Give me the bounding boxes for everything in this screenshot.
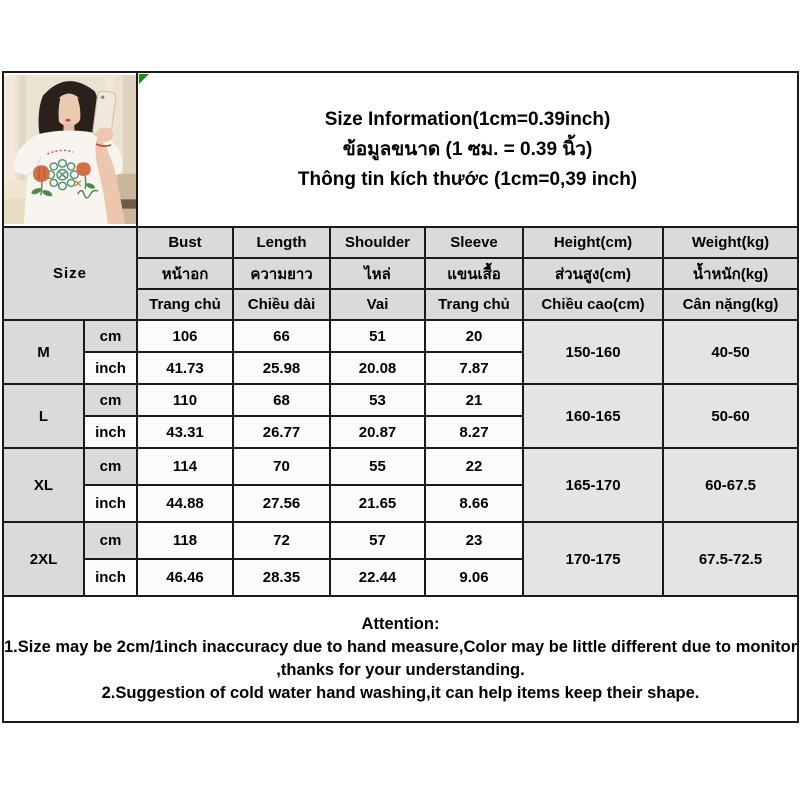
title-vietnamese: Thông tin kích thước (1cm=0,39 inch) <box>297 169 638 190</box>
cell-xl-inch-bust: 44.88 <box>136 484 235 523</box>
attention-line-2: ,thanks for your understanding. <box>276 661 525 679</box>
cell-m-inch-bust: 41.73 <box>136 351 235 385</box>
col-length-en: Length <box>232 226 332 259</box>
cell-xl-cm-shoulder: 55 <box>329 447 427 486</box>
size-m-label: M <box>2 319 85 385</box>
cell-2xl-height: 170-175 <box>522 521 665 597</box>
cell-l-cm-length: 68 <box>232 383 332 417</box>
cell-xl-inch-length: 27.56 <box>232 484 332 523</box>
white-tshirt <box>14 130 123 224</box>
col-height-th: ส่วนสูง(cm) <box>522 257 665 290</box>
col-length-th: ความยาว <box>232 257 332 290</box>
cell-m-cm-shoulder: 51 <box>329 319 427 353</box>
cell-2xl-cm-length: 72 <box>232 521 332 560</box>
cell-m-weight: 40-50 <box>662 319 800 385</box>
cell-l-cm-sleeve: 21 <box>424 383 525 417</box>
cell-m-inch-sleeve: 7.87 <box>424 351 525 385</box>
cell-2xl-inch-length: 28.35 <box>232 558 332 597</box>
title-cell: Size Information(1cm=0.39inch) ข้อมูลขนา… <box>136 71 800 228</box>
cell-l-weight: 50-60 <box>662 383 800 449</box>
col-height-en: Height(cm) <box>522 226 665 259</box>
cell-l-height: 160-165 <box>522 383 665 449</box>
cell-xl-cm-bust: 114 <box>136 447 235 486</box>
col-bust-vi: Trang chủ <box>136 288 235 321</box>
title-english: Size Information(1cm=0.39inch) <box>324 109 611 130</box>
cell-l-inch-shoulder: 20.87 <box>329 415 427 449</box>
cell-note-marker-icon <box>139 74 150 84</box>
cell-xl-height: 165-170 <box>522 447 665 523</box>
cell-xl-cm-length: 70 <box>232 447 332 486</box>
attention-line-1: 1.Size may be 2cm/1inch inaccuracy due t… <box>4 638 798 656</box>
size-table: Size Information(1cm=0.39inch) ข้อมูลขนา… <box>1 71 800 723</box>
attention-title: Attention: <box>361 615 440 633</box>
unit-cm-2xl: cm <box>82 521 139 560</box>
unit-inch-2xl: inch <box>82 558 139 597</box>
unit-inch-m: inch <box>82 351 139 385</box>
red-bracelet <box>95 143 112 147</box>
title-thai: ข้อมูลขนาด (1 ซม. = 0.39 นิ้ว) <box>342 139 593 160</box>
col-weight-vi: Cân nặng(kg) <box>662 288 800 321</box>
cell-m-cm-length: 66 <box>232 319 332 353</box>
unit-inch-xl: inch <box>82 484 139 523</box>
col-shoulder-vi: Vai <box>329 288 427 321</box>
cell-m-inch-shoulder: 20.08 <box>329 351 427 385</box>
cell-xl-inch-sleeve: 8.66 <box>424 484 525 523</box>
cell-xl-weight: 60-67.5 <box>662 447 800 523</box>
cell-m-inch-length: 25.98 <box>232 351 332 385</box>
cell-xl-cm-sleeve: 22 <box>424 447 525 486</box>
attention-line-3: 2.Suggestion of cold water hand washing,… <box>101 684 700 702</box>
cell-2xl-inch-bust: 46.46 <box>136 558 235 597</box>
hand <box>95 127 114 142</box>
tshirt-flower-print <box>31 149 99 199</box>
size-xl-label: XL <box>2 447 85 523</box>
col-bust-th: หน้าอก <box>136 257 235 290</box>
cell-m-height: 150-160 <box>522 319 665 385</box>
cell-2xl-weight: 67.5-72.5 <box>662 521 800 597</box>
unit-inch-l: inch <box>82 415 139 449</box>
col-weight-en: Weight(kg) <box>662 226 800 259</box>
attention-note: Attention: 1.Size may be 2cm/1inch inacc… <box>1 595 800 723</box>
cell-l-inch-length: 26.77 <box>232 415 332 449</box>
col-sleeve-th: แขนเสื้อ <box>424 257 525 290</box>
cell-2xl-cm-sleeve: 23 <box>424 521 525 560</box>
cell-2xl-cm-bust: 118 <box>136 521 235 560</box>
col-shoulder-th: ไหล่ <box>329 257 427 290</box>
size-l-label: L <box>2 383 85 449</box>
col-sleeve-vi: Trang chủ <box>424 288 525 321</box>
cell-2xl-inch-sleeve: 9.06 <box>424 558 525 597</box>
cell-l-cm-bust: 110 <box>136 383 235 417</box>
col-height-vi: Chiều cao(cm) <box>522 288 665 321</box>
cell-l-inch-sleeve: 8.27 <box>424 415 525 449</box>
cell-xl-inch-shoulder: 21.65 <box>329 484 427 523</box>
col-weight-th: น้ำหนัก(kg) <box>662 257 800 290</box>
cell-l-cm-shoulder: 53 <box>329 383 427 417</box>
size-corner-cell: Size <box>1 226 139 321</box>
cell-2xl-cm-shoulder: 57 <box>329 521 427 560</box>
unit-cm-xl: cm <box>82 447 139 486</box>
model-selfie-photo <box>5 75 136 224</box>
col-length-vi: Chiều dài <box>232 288 332 321</box>
cell-l-inch-bust: 43.31 <box>136 415 235 449</box>
cell-m-cm-bust: 106 <box>136 319 235 353</box>
col-sleeve-en: Sleeve <box>424 226 525 259</box>
size-2xl-label: 2XL <box>2 521 85 597</box>
unit-cm-m: cm <box>82 319 139 353</box>
col-shoulder-en: Shoulder <box>329 226 427 259</box>
cell-2xl-inch-shoulder: 22.44 <box>329 558 427 597</box>
unit-cm-l: cm <box>82 383 139 417</box>
cell-m-cm-sleeve: 20 <box>424 319 525 353</box>
product-photo-cell <box>1 71 139 228</box>
col-bust-en: Bust <box>136 226 235 259</box>
